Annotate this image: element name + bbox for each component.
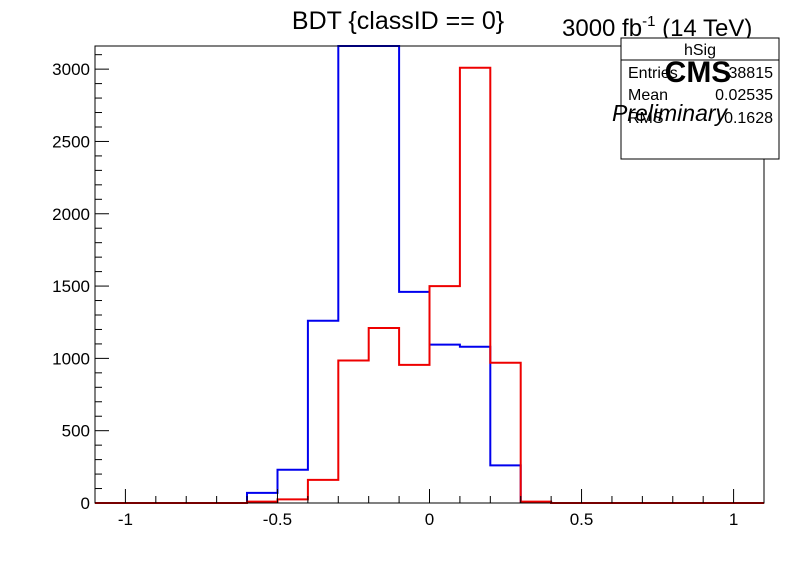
lumi-exponent: -1 <box>642 13 655 30</box>
stats-entries-label: Entries <box>628 65 678 82</box>
y-tick-label: 0 <box>81 494 90 513</box>
x-tick-label: -1 <box>118 510 133 529</box>
x-tick-label: 0 <box>425 510 434 529</box>
stats-mean-value: 0.02535 <box>715 87 773 104</box>
stats-box-name: hSig <box>684 42 716 59</box>
stats-rms-label: RMS <box>628 110 664 127</box>
x-tick-label: 0.5 <box>570 510 594 529</box>
stats-box: hSig Entries 38815 Mean 0.02535 RMS 0.16… <box>620 37 780 160</box>
stats-box-border <box>620 37 780 160</box>
preliminary-label: Preliminary <box>612 100 729 126</box>
y-axis: 0 500 1000 1500 2000 2500 3000 <box>52 54 109 513</box>
y-tick-label: 1000 <box>52 349 90 368</box>
y-tick-label: 2500 <box>52 132 90 151</box>
y-tick-label: 1500 <box>52 277 90 296</box>
stats-mean-label: Mean <box>628 87 668 104</box>
x-axis: -1 -0.5 0 0.5 1 <box>118 489 738 529</box>
chart-title: BDT {classID == 0} <box>292 7 504 35</box>
y-tick-label: 3000 <box>52 60 90 79</box>
stats-entries-value: 38815 <box>729 65 774 82</box>
stats-rms-value: 0.1628 <box>724 110 773 127</box>
x-tick-label: -0.5 <box>263 510 292 529</box>
x-tick-label: 1 <box>729 510 738 529</box>
y-tick-label: 500 <box>62 422 90 441</box>
y-tick-label: 2000 <box>52 205 90 224</box>
cms-label: CMS <box>665 56 732 89</box>
